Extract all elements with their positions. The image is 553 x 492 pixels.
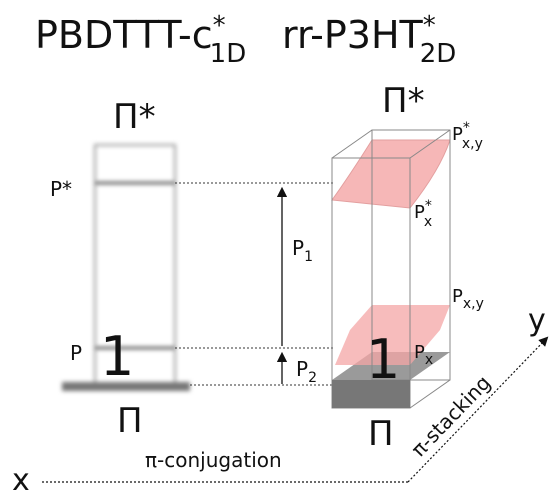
text-part: *: [213, 11, 226, 41]
text-part: x,y: [463, 296, 484, 312]
text-part: 1: [304, 249, 313, 265]
left-bottom-label: Π: [117, 401, 143, 441]
p-label: P: [70, 341, 82, 365]
px-star-label: P* x: [414, 198, 432, 230]
y-axis-letter: y: [528, 303, 546, 338]
text-part: PBDTTT-c: [35, 13, 213, 57]
connectors: [175, 182, 335, 386]
text-part: x: [425, 352, 433, 368]
pxy-star-label: P* x,y: [452, 120, 483, 152]
text-part: x: [424, 214, 432, 230]
text-part: 1D: [210, 39, 247, 69]
pxy-label: Px,y: [452, 286, 484, 312]
text-part: P: [414, 342, 425, 363]
text-part: P: [452, 124, 463, 145]
p2-label: P2: [296, 357, 317, 386]
left-one: 1: [100, 325, 134, 388]
text-part: *: [463, 120, 470, 136]
text-part: *: [425, 198, 432, 214]
y-axis: [407, 336, 549, 483]
right-one: 1: [366, 328, 400, 391]
left-top-label: Π*: [113, 97, 156, 137]
right-column: [331, 129, 451, 409]
text-part: 2: [308, 370, 317, 386]
px-label: Px: [414, 342, 433, 368]
p-star-label: P*: [50, 177, 72, 201]
text-part: *: [423, 11, 436, 41]
right-top-label: Π*: [382, 81, 425, 121]
text-part: P: [296, 357, 308, 381]
y-axis-label: π-stacking: [406, 371, 495, 462]
right-bottom-label: Π: [368, 414, 394, 454]
title-left: PBDTTT-c* 1D: [35, 11, 246, 69]
text-part: rr-P3HT: [282, 13, 424, 57]
ground-level: [62, 382, 190, 391]
text-part: P: [292, 236, 304, 260]
left-column: [62, 144, 190, 391]
text-part: x,y: [462, 136, 483, 152]
x-axis-letter: x: [12, 463, 30, 492]
text-part: P: [414, 202, 425, 223]
x-axis-label: π-conjugation: [145, 448, 282, 472]
title-right: rr-P3HT* 2D: [282, 11, 456, 69]
text-part: 2D: [420, 39, 457, 69]
text-part: P: [452, 286, 463, 307]
p1-label: P1: [292, 236, 313, 265]
